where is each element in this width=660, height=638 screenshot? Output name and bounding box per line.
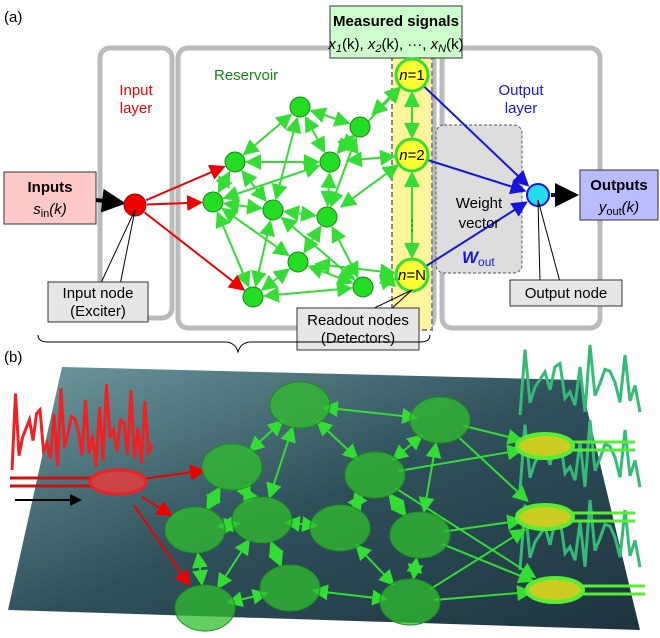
inputs-title: Inputs (28, 179, 73, 196)
reservoir-node (320, 152, 340, 172)
input-node-label: Input node(Exciter) (63, 285, 134, 320)
reservoir-node (317, 207, 337, 227)
arg: (k), (342, 36, 368, 53)
reservoir-node (288, 252, 308, 272)
readout-node (517, 505, 573, 529)
leader (100, 210, 135, 285)
reservoir-node (202, 444, 262, 490)
reservoir-node (270, 382, 330, 428)
arg: (k), ···, (381, 36, 430, 53)
edge (276, 119, 297, 199)
reservoir-node (380, 579, 440, 625)
var: n (399, 67, 407, 84)
vdots: ⋮ (405, 217, 420, 234)
edge (306, 118, 325, 152)
reservoir-label: Reservoir (214, 67, 278, 84)
edge (219, 173, 229, 192)
reservoir-node (243, 287, 263, 307)
edge (262, 269, 288, 289)
figure: (a) Inputlayer Reservoir Outputlayer Mea… (0, 0, 660, 633)
input-edge (147, 202, 201, 204)
input-edge (144, 212, 243, 289)
output-node-label: Output node (525, 285, 608, 302)
reservoir-node (345, 452, 405, 498)
edge (265, 288, 351, 296)
reservoir-node (310, 505, 370, 551)
edge (256, 222, 271, 286)
edge (328, 174, 330, 205)
edge (342, 166, 398, 207)
readout-label: n=N (398, 267, 426, 284)
edge (309, 266, 352, 282)
reservoir-node (353, 277, 373, 297)
eq: =1 (408, 67, 425, 84)
reservoir-node (203, 192, 223, 212)
edge (244, 115, 291, 154)
readout-label: n=2 (399, 147, 424, 164)
edge (225, 204, 261, 209)
eq: =2 (408, 147, 425, 164)
panel-label: (b) (4, 349, 22, 366)
readout-label: n=1 (399, 67, 424, 84)
eq: =N (406, 267, 426, 284)
reservoir-node (350, 117, 370, 137)
readout-node (517, 434, 573, 458)
var: n (399, 147, 407, 164)
var: n (398, 267, 406, 284)
reservoir-node (260, 565, 320, 611)
leader (538, 200, 540, 282)
signals-title: Measured signals (333, 13, 459, 30)
input-node (124, 194, 146, 216)
reservoir-node (225, 152, 245, 172)
reservoir-node (410, 397, 470, 443)
sub: 2 (374, 43, 381, 55)
reservoir-node (175, 585, 235, 631)
readout-node (527, 578, 583, 602)
panel-label: (a) (4, 9, 22, 26)
inputs-symbol: sin(k) (33, 201, 67, 220)
sub: N (438, 43, 446, 55)
input-node (90, 470, 146, 494)
edge (348, 157, 394, 161)
outputs-title: Outputs (590, 177, 648, 194)
reservoir-node (165, 507, 225, 553)
leader (120, 210, 135, 285)
reservoir-node (390, 512, 450, 558)
arg: (k) (446, 36, 464, 53)
edge (285, 212, 315, 216)
reservoir-node (232, 497, 292, 543)
reservoir-node (263, 200, 283, 220)
leader (538, 200, 560, 282)
edge (338, 136, 352, 153)
edge (311, 111, 348, 123)
reservoir-node (290, 97, 310, 117)
